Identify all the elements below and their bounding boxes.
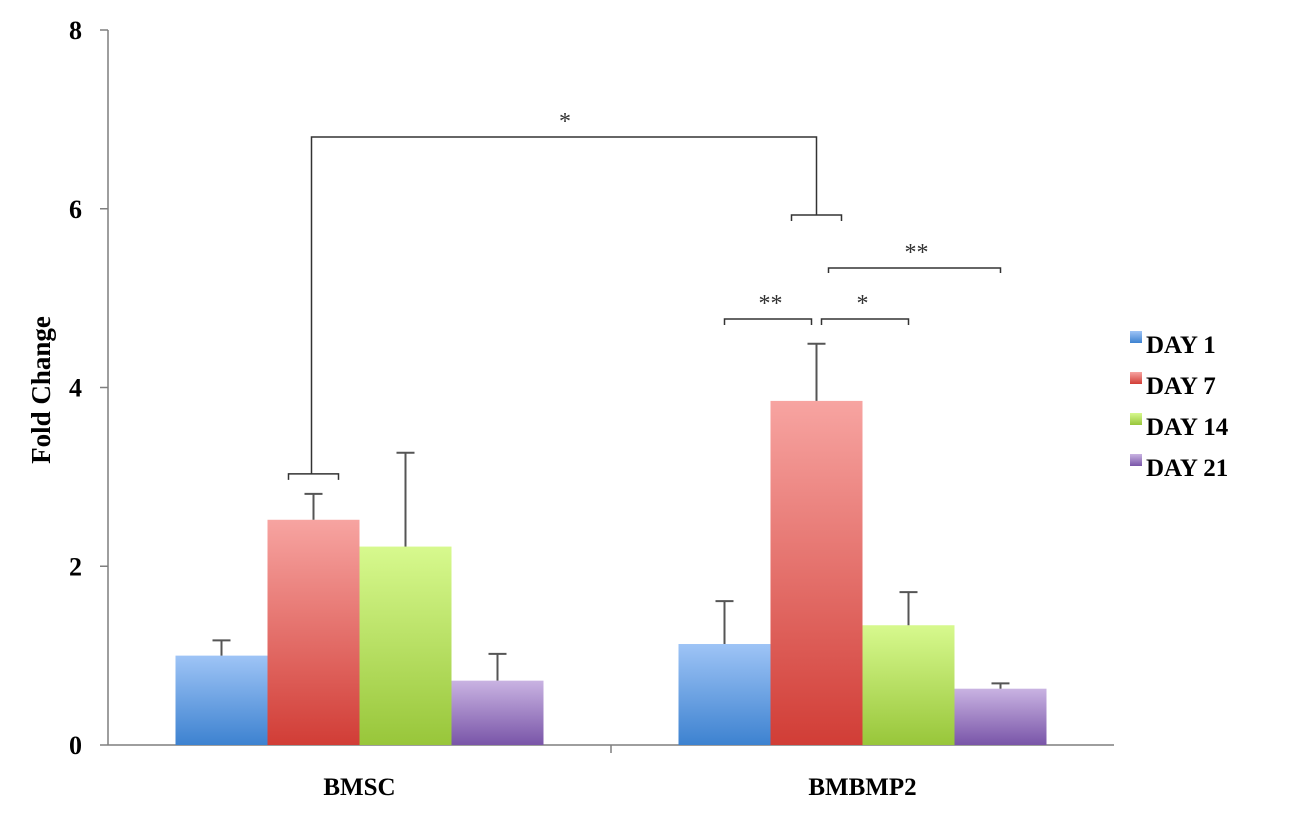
bar-bmbmp2-day-7 [770,400,863,745]
legend-swatch [1130,413,1142,425]
legend-label: DAY 7 [1146,373,1216,400]
legend-swatch [1130,331,1142,343]
x-category-label: BMBMP2 [808,774,916,801]
bar-series [175,400,1047,745]
legend-label: DAY 14 [1146,414,1229,441]
y-tick-label: 2 [69,552,82,581]
y-tick-label: 8 [69,16,82,45]
significance-bracket [820,318,910,325]
bar-bmsc-day-14 [359,546,452,745]
bar-bmsc-day-7 [267,519,360,745]
significance-bracket-cap [287,473,340,480]
legend-label: DAY 1 [1146,332,1216,359]
significance-bracket [723,318,813,325]
x-category-label: BMSC [323,774,395,801]
x-axis-categories: BMSC BMBMP2 [323,774,916,801]
significance-label: ** [905,240,929,266]
significance-label: * [857,291,869,317]
significance-bracket-cap [790,214,843,222]
bar-bmsc-day-1 [175,655,268,745]
y-axis-ticks: 0 2 4 6 8 [69,16,108,760]
y-tick-label: 0 [69,731,82,760]
significance-brackets: *** *** [287,109,1002,480]
y-tick-label: 4 [69,374,82,403]
significance-label: ** [759,291,783,317]
legend-swatch [1130,454,1142,466]
significance-bracket [310,136,818,474]
bar-bmbmp2-day-1 [678,644,771,745]
legend: DAY 1 DAY 7 DAY 14 DAY 21 [1130,331,1229,482]
bar-bmbmp2-day-14 [862,625,955,745]
significance-bracket [827,267,1002,273]
y-tick-label: 6 [69,195,82,224]
legend-swatch [1130,372,1142,384]
y-axis-label: Fold Change [26,316,56,464]
legend-label: DAY 21 [1146,455,1228,482]
bar-bmsc-day-21 [451,680,544,745]
error-bars [212,342,1010,689]
bar-bmbmp2-day-21 [954,688,1047,745]
significance-label: * [559,109,571,135]
